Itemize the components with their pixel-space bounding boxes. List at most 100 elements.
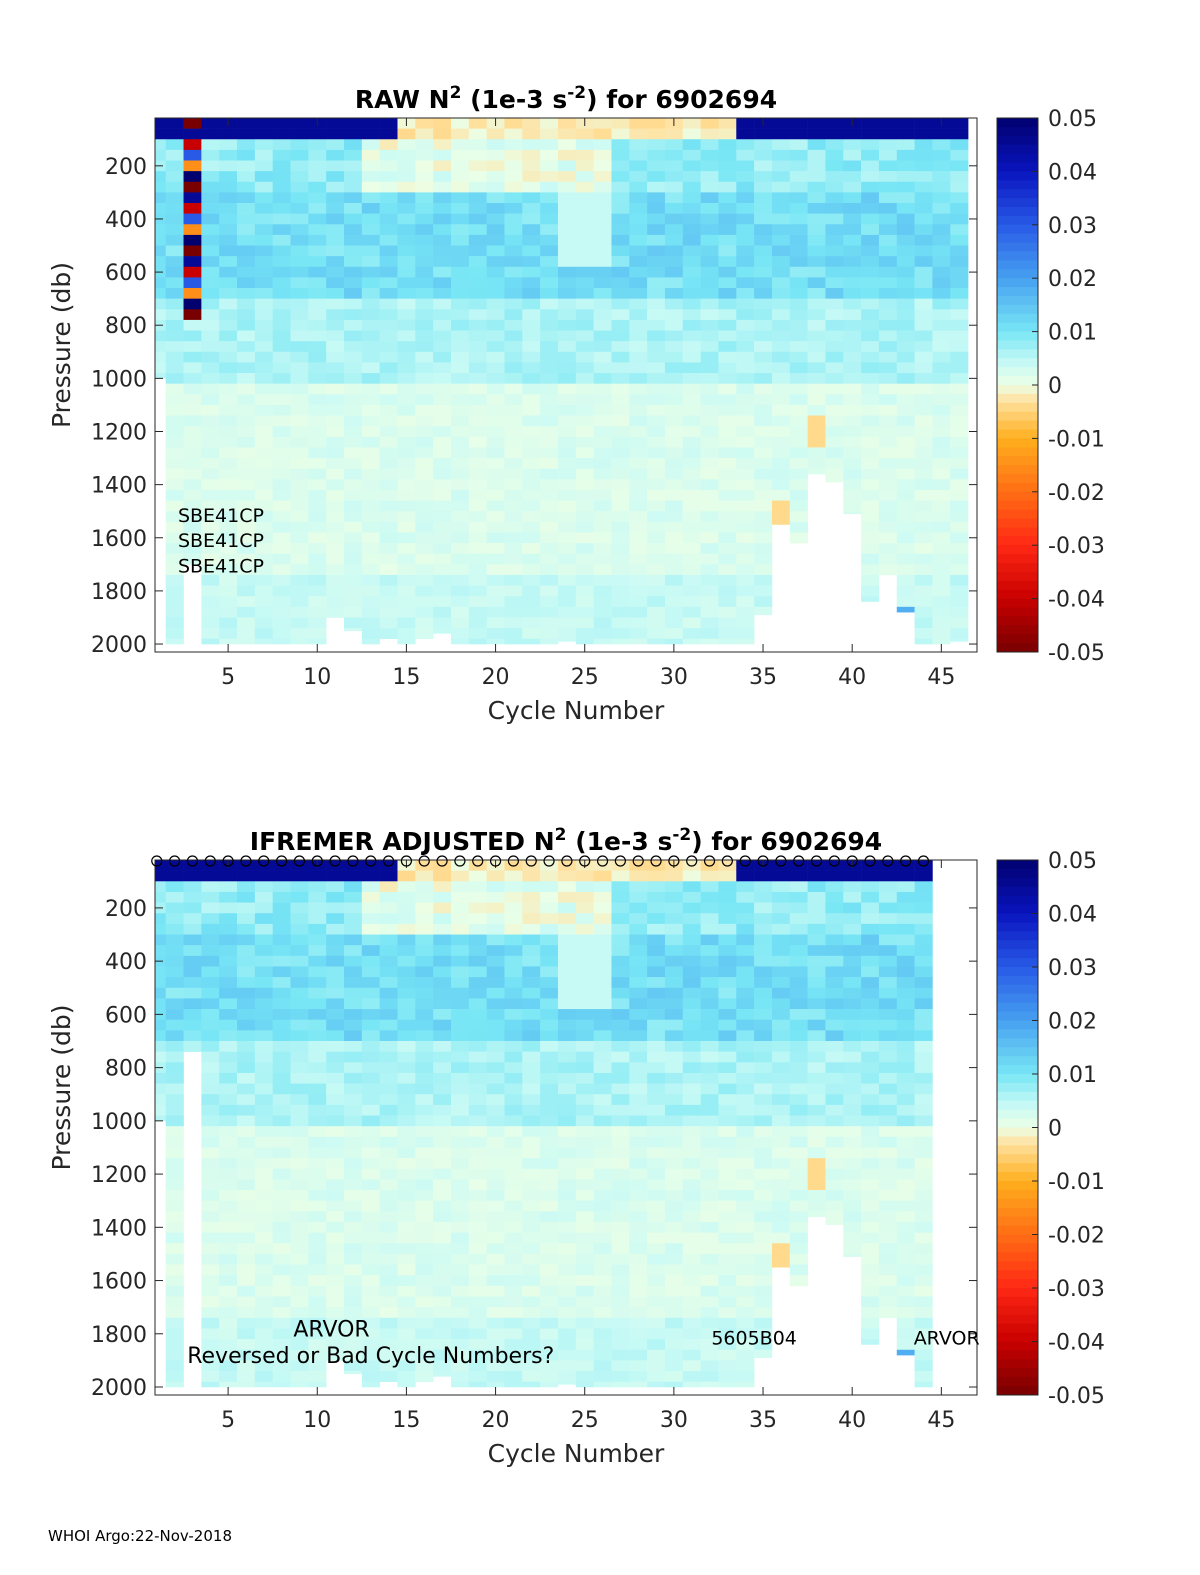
heatmap-cell	[736, 330, 755, 342]
heatmap-cell	[433, 330, 452, 342]
colorbar-segment	[997, 474, 1038, 484]
heatmap-cell	[807, 1094, 826, 1106]
heatmap-cell	[593, 351, 612, 363]
heatmap-cell	[219, 1147, 238, 1159]
heatmap-cell	[290, 955, 309, 967]
heatmap-cell	[789, 330, 808, 342]
heatmap-cell	[522, 489, 541, 501]
heatmap-cell	[807, 1083, 826, 1095]
heatmap-cell	[344, 1349, 363, 1361]
heatmap-cell	[450, 181, 470, 193]
heatmap-cell	[807, 1190, 826, 1201]
heatmap-cell	[522, 351, 541, 363]
heatmap-cell	[397, 596, 416, 608]
heatmap-cell	[433, 564, 452, 576]
heatmap-cell	[540, 1062, 559, 1074]
heatmap-cell	[433, 234, 452, 246]
heatmap-cell	[575, 891, 594, 903]
heatmap-cell	[575, 1349, 594, 1361]
heatmap-cell	[932, 564, 951, 576]
heatmap-cell	[326, 1328, 345, 1340]
heatmap-cell	[397, 436, 416, 448]
heatmap-cell	[700, 1328, 719, 1340]
heatmap-cell	[611, 891, 630, 903]
heatmap-cell	[611, 945, 630, 957]
heatmap-cell	[611, 351, 630, 363]
heatmap-cell	[326, 945, 345, 957]
heatmap-cell	[219, 192, 238, 204]
heatmap-cell	[397, 373, 416, 384]
heatmap-cell	[254, 171, 273, 183]
heatmap-cell	[771, 362, 791, 374]
heatmap-cell	[629, 955, 648, 967]
heatmap-cell	[575, 1232, 594, 1244]
colorbar-segment	[997, 1288, 1038, 1298]
heatmap-cell	[326, 1307, 345, 1319]
heatmap-cell	[237, 1264, 256, 1276]
heatmap-cell	[254, 532, 273, 544]
heatmap-cell	[379, 955, 398, 967]
heatmap-cell	[468, 1094, 487, 1106]
heatmap-cell	[308, 955, 327, 967]
heatmap-cell	[540, 1158, 559, 1170]
heatmap-cell	[861, 128, 880, 140]
heatmap-cell	[843, 383, 862, 395]
heatmap-cell	[201, 1190, 220, 1201]
heatmap-cell	[682, 426, 701, 438]
heatmap-cell	[237, 1147, 256, 1159]
heatmap-cell	[290, 213, 309, 225]
heatmap-cell	[201, 1264, 220, 1276]
heatmap-cell	[736, 394, 755, 406]
heatmap-cell	[540, 298, 559, 310]
heatmap-cell	[664, 1211, 684, 1223]
y-tick-label: 400	[105, 208, 147, 233]
heatmap-cell	[155, 171, 166, 183]
heatmap-cell	[593, 277, 612, 289]
heatmap-cell	[504, 955, 523, 967]
heatmap-cell	[557, 1349, 577, 1361]
heatmap-cell	[878, 881, 898, 893]
heatmap-cell	[237, 543, 256, 555]
heatmap-cell	[540, 256, 559, 268]
heatmap-cell	[754, 139, 773, 151]
heatmap-cell	[397, 224, 416, 236]
heatmap-cell	[219, 181, 238, 193]
heatmap-cell	[326, 288, 345, 299]
heatmap-cell	[486, 1200, 505, 1212]
heatmap-cell	[397, 564, 416, 576]
heatmap-cell	[361, 213, 380, 225]
heatmap-cell	[557, 966, 577, 978]
heatmap-cell	[326, 1094, 345, 1106]
heatmap-cell	[540, 1285, 559, 1297]
heatmap-cell	[647, 1126, 666, 1138]
heatmap-cell	[593, 181, 612, 193]
heatmap-cell	[415, 266, 434, 278]
heatmap-cell	[201, 628, 220, 640]
colorbar-segment	[997, 411, 1038, 422]
heatmap-cell	[718, 256, 737, 268]
heatmap-cell	[155, 288, 166, 299]
heatmap-cell	[611, 245, 630, 257]
heatmap-cell	[700, 383, 719, 395]
heatmap-cell	[272, 351, 291, 363]
heatmap-cell	[736, 1179, 755, 1191]
heatmap-cell	[237, 923, 256, 935]
heatmap-cell	[861, 1221, 880, 1233]
heatmap-cell	[237, 638, 256, 645]
heatmap-cell	[682, 1094, 701, 1106]
heatmap-cell	[771, 139, 791, 151]
heatmap-cell	[896, 266, 915, 278]
heatmap-cell	[522, 234, 541, 246]
heatmap-cell	[326, 203, 345, 214]
heatmap-cell	[611, 277, 630, 289]
heatmap-cell	[504, 447, 523, 459]
heatmap-cell	[326, 181, 345, 193]
heatmap-cell	[361, 351, 380, 363]
heatmap-cell	[272, 606, 291, 618]
heatmap-cell	[379, 468, 398, 480]
heatmap-cell	[950, 373, 969, 384]
heatmap-cell	[397, 1104, 416, 1116]
heatmap-cell	[540, 139, 559, 151]
heatmap-cell	[433, 987, 452, 999]
heatmap-cell	[219, 1349, 238, 1361]
